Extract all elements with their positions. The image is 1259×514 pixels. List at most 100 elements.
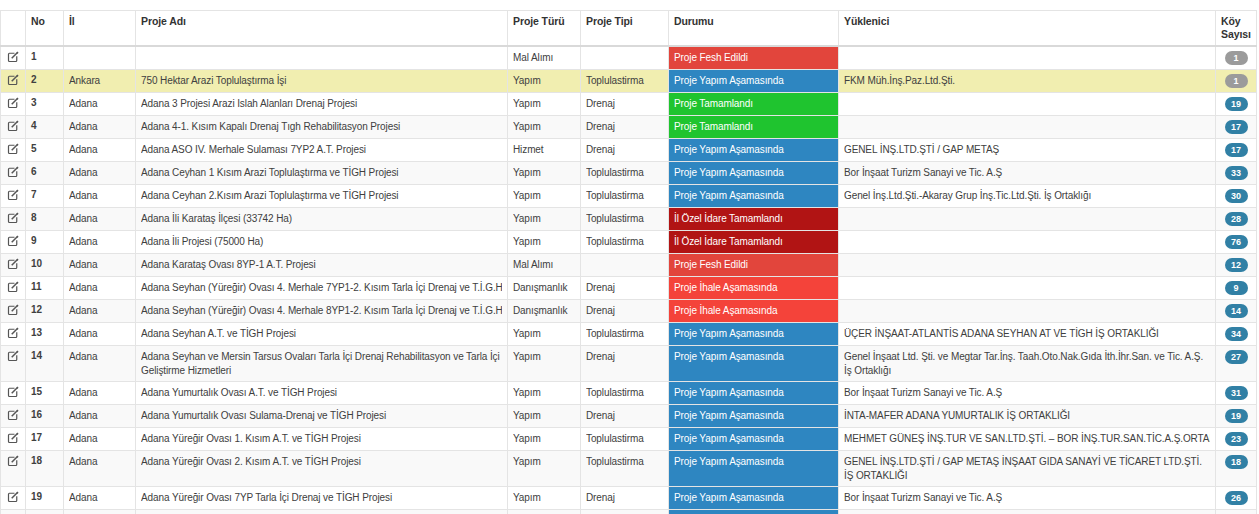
edit-icon[interactable] — [7, 189, 19, 201]
column-header-yuklenici: Yüklenici — [839, 11, 1216, 47]
projects-page: No İl Proje Adı Proje Türü Proje Tipi Du… — [0, 0, 1259, 514]
edit-icon[interactable] — [7, 235, 19, 247]
cell-il: Adana — [64, 185, 136, 208]
cell-koy-sayisi: 14 — [1216, 300, 1257, 323]
row-number: 2 — [26, 70, 64, 93]
status-badge: Proje Yapım Aşamasında — [669, 162, 838, 183]
edit-icon[interactable] — [7, 281, 19, 293]
status-badge: Proje İhale Aşamasında — [669, 300, 838, 321]
edit-icon[interactable] — [7, 455, 19, 467]
cell-durumu: Proje Yapım Aşamasında — [669, 428, 839, 451]
cell-yuklenici — [839, 116, 1216, 139]
cell-yuklenici: GENEL İNŞ.LTD.ŞTİ / GAP METAŞ İNŞAAT GID… — [839, 451, 1216, 487]
cell-yuklenici — [839, 46, 1216, 70]
cell-proje-adi: Adana Yumurtalık Ovası Sulama-Drenaj ve … — [136, 405, 508, 428]
edit-icon[interactable] — [7, 166, 19, 178]
cell-yuklenici: AKARAY GRUP İNŞ. TİC. İTH. VE İHR. LTD. … — [839, 510, 1216, 514]
cell-yuklenici: Genel İnşaat Ltd. Şti. ve Megtar Tar.İnş… — [839, 346, 1216, 382]
cell-durumu: Proje Yapım Aşamasında — [669, 162, 839, 185]
status-badge: Proje Yapım Aşamasında — [669, 139, 838, 160]
cell-proje-adi: Adana Yumurtalık Ovası A.T. ve TİGH Proj… — [136, 382, 508, 405]
edit-icon[interactable] — [7, 304, 19, 316]
cell-proje-tipi: Toplulastirma — [581, 162, 669, 185]
cell-proje-adi: Adana 4-1. Kısım Kapalı Drenaj Tıgh Reha… — [136, 116, 508, 139]
edit-icon[interactable] — [7, 432, 19, 444]
edit-cell — [1, 208, 26, 231]
cell-proje-turu: Mal Alımı — [508, 46, 581, 70]
table-row[interactable]: 14 Adana Adana Seyhan ve Mersin Tarsus O… — [1, 346, 1257, 382]
cell-proje-turu: Yapım — [508, 428, 581, 451]
table-row[interactable]: 11 Adana Adana Seyhan (Yüreğir) Ovası 4.… — [1, 277, 1257, 300]
table-row[interactable]: 9 Adana Adana İli Projesi (75000 Ha) Yap… — [1, 231, 1257, 254]
edit-icon[interactable] — [7, 97, 19, 109]
table-row[interactable]: 7 Adana Adana Ceyhan 2.Kısım Arazi Toplu… — [1, 185, 1257, 208]
cell-proje-adi: Adana İli Karataş İlçesi (33742 Ha) — [136, 208, 508, 231]
koy-count-badge: 1 — [1225, 74, 1248, 88]
koy-count-badge: 9 — [1225, 281, 1248, 295]
cell-proje-turu: Yapım — [508, 405, 581, 428]
table-row[interactable]: 4 Adana Adana 4-1. Kısım Kapalı Drenaj T… — [1, 116, 1257, 139]
status-badge: Proje Yapım Aşamasında — [669, 510, 838, 514]
cell-durumu: Proje Yapım Aşamasında — [669, 323, 839, 346]
status-badge: Proje Yapım Aşamasında — [669, 382, 838, 403]
cell-proje-turu: Yapım — [508, 382, 581, 405]
edit-cell — [1, 451, 26, 487]
cell-proje-tipi — [581, 46, 669, 70]
row-number: 17 — [26, 428, 64, 451]
edit-icon[interactable] — [7, 120, 19, 132]
status-badge: Proje Yapım Aşamasında — [669, 451, 838, 472]
cell-il: Adana — [64, 116, 136, 139]
edit-icon[interactable] — [7, 258, 19, 270]
cell-proje-turu: Yapım — [508, 346, 581, 382]
koy-count-badge: 27 — [1225, 350, 1248, 364]
cell-durumu: Proje Fesh Edildi — [669, 254, 839, 277]
column-header-koy-sayisi: Köy Sayısı — [1216, 11, 1257, 47]
edit-icon[interactable] — [7, 327, 19, 339]
cell-koy-sayisi: 23 — [1216, 428, 1257, 451]
table-row[interactable]: 1 Mal Alımı Proje Fesh Edildi 1 — [1, 46, 1257, 70]
cell-il: Adana — [64, 208, 136, 231]
table-row[interactable]: 2 Ankara 750 Hektar Arazi Toplulaştırma … — [1, 70, 1257, 93]
row-number: 15 — [26, 382, 64, 405]
table-row[interactable]: 12 Adana Adana Seyhan (Yüreğir) Ovası 4.… — [1, 300, 1257, 323]
edit-icon[interactable] — [7, 51, 19, 63]
table-row[interactable]: 18 Adana Adana Yüreğir Ovası 2. Kısım A.… — [1, 451, 1257, 487]
status-badge: Proje Fesh Edildi — [669, 254, 838, 275]
table-row[interactable]: 6 Adana Adana Ceyhan 1 Kısım Arazi Toplu… — [1, 162, 1257, 185]
column-header-no: No — [26, 11, 64, 47]
table-row[interactable]: 16 Adana Adana Yumurtalık Ovası Sulama-D… — [1, 405, 1257, 428]
edit-icon[interactable] — [7, 212, 19, 224]
cell-proje-adi: Adana 3 Projesi Arazi Islah Alanları Dre… — [136, 93, 508, 116]
column-header-proje-turu: Proje Türü — [508, 11, 581, 47]
table-header-row: No İl Proje Adı Proje Türü Proje Tipi Du… — [1, 11, 1257, 47]
edit-icon[interactable] — [7, 491, 19, 503]
table-row[interactable]: 13 Adana Adana Seyhan A.T. ve TİGH Proje… — [1, 323, 1257, 346]
table-row[interactable]: 10 Adana Adana Karataş Ovası 8YP-1 A.T. … — [1, 254, 1257, 277]
table-row[interactable]: 19 Adana Adana Yüreğir Ovası 7YP Tarla İ… — [1, 487, 1257, 510]
table-row[interactable]: 15 Adana Adana Yumurtalık Ovası A.T. ve … — [1, 382, 1257, 405]
koy-count-badge: 14 — [1225, 304, 1248, 318]
cell-il: Adana — [64, 405, 136, 428]
koy-count-badge: 17 — [1225, 120, 1248, 134]
table-row[interactable]: 8 Adana Adana İli Karataş İlçesi (33742 … — [1, 208, 1257, 231]
table-row[interactable]: 17 Adana Adana Yüreğir Ovası 1. Kısım A.… — [1, 428, 1257, 451]
edit-icon[interactable] — [7, 409, 19, 421]
koy-count-badge: 26 — [1225, 491, 1248, 505]
table-row[interactable]: 20 Adana Adana Yüreğir Ovası 7YP1 2. Kıs… — [1, 510, 1257, 514]
cell-yuklenici: GENEL İNŞ.LTD.ŞTİ / GAP METAŞ — [839, 139, 1216, 162]
edit-icon[interactable] — [7, 74, 19, 86]
table-row[interactable]: 3 Adana Adana 3 Projesi Arazi Islah Alan… — [1, 93, 1257, 116]
edit-icon[interactable] — [7, 350, 19, 362]
cell-proje-tipi: Drenaj — [581, 277, 669, 300]
edit-icon[interactable] — [7, 386, 19, 398]
row-number: 20 — [26, 510, 64, 514]
table-row[interactable]: 5 Adana Adana ASO IV. Merhale Sulaması 7… — [1, 139, 1257, 162]
cell-proje-tipi: Toplulastirma — [581, 208, 669, 231]
edit-icon[interactable] — [7, 143, 19, 155]
status-badge: Proje Tamamlandı — [669, 93, 838, 114]
cell-yuklenici: MEHMET GÜNEŞ İNŞ.TUR VE SAN.LTD.ŞTİ. – B… — [839, 428, 1216, 451]
cell-proje-adi: Adana Yüreğir Ovası 7YP1 2. Kısım A.T. v… — [136, 510, 508, 514]
row-number: 6 — [26, 162, 64, 185]
cell-koy-sayisi: 31 — [1216, 382, 1257, 405]
cell-proje-turu: Yapım — [508, 93, 581, 116]
